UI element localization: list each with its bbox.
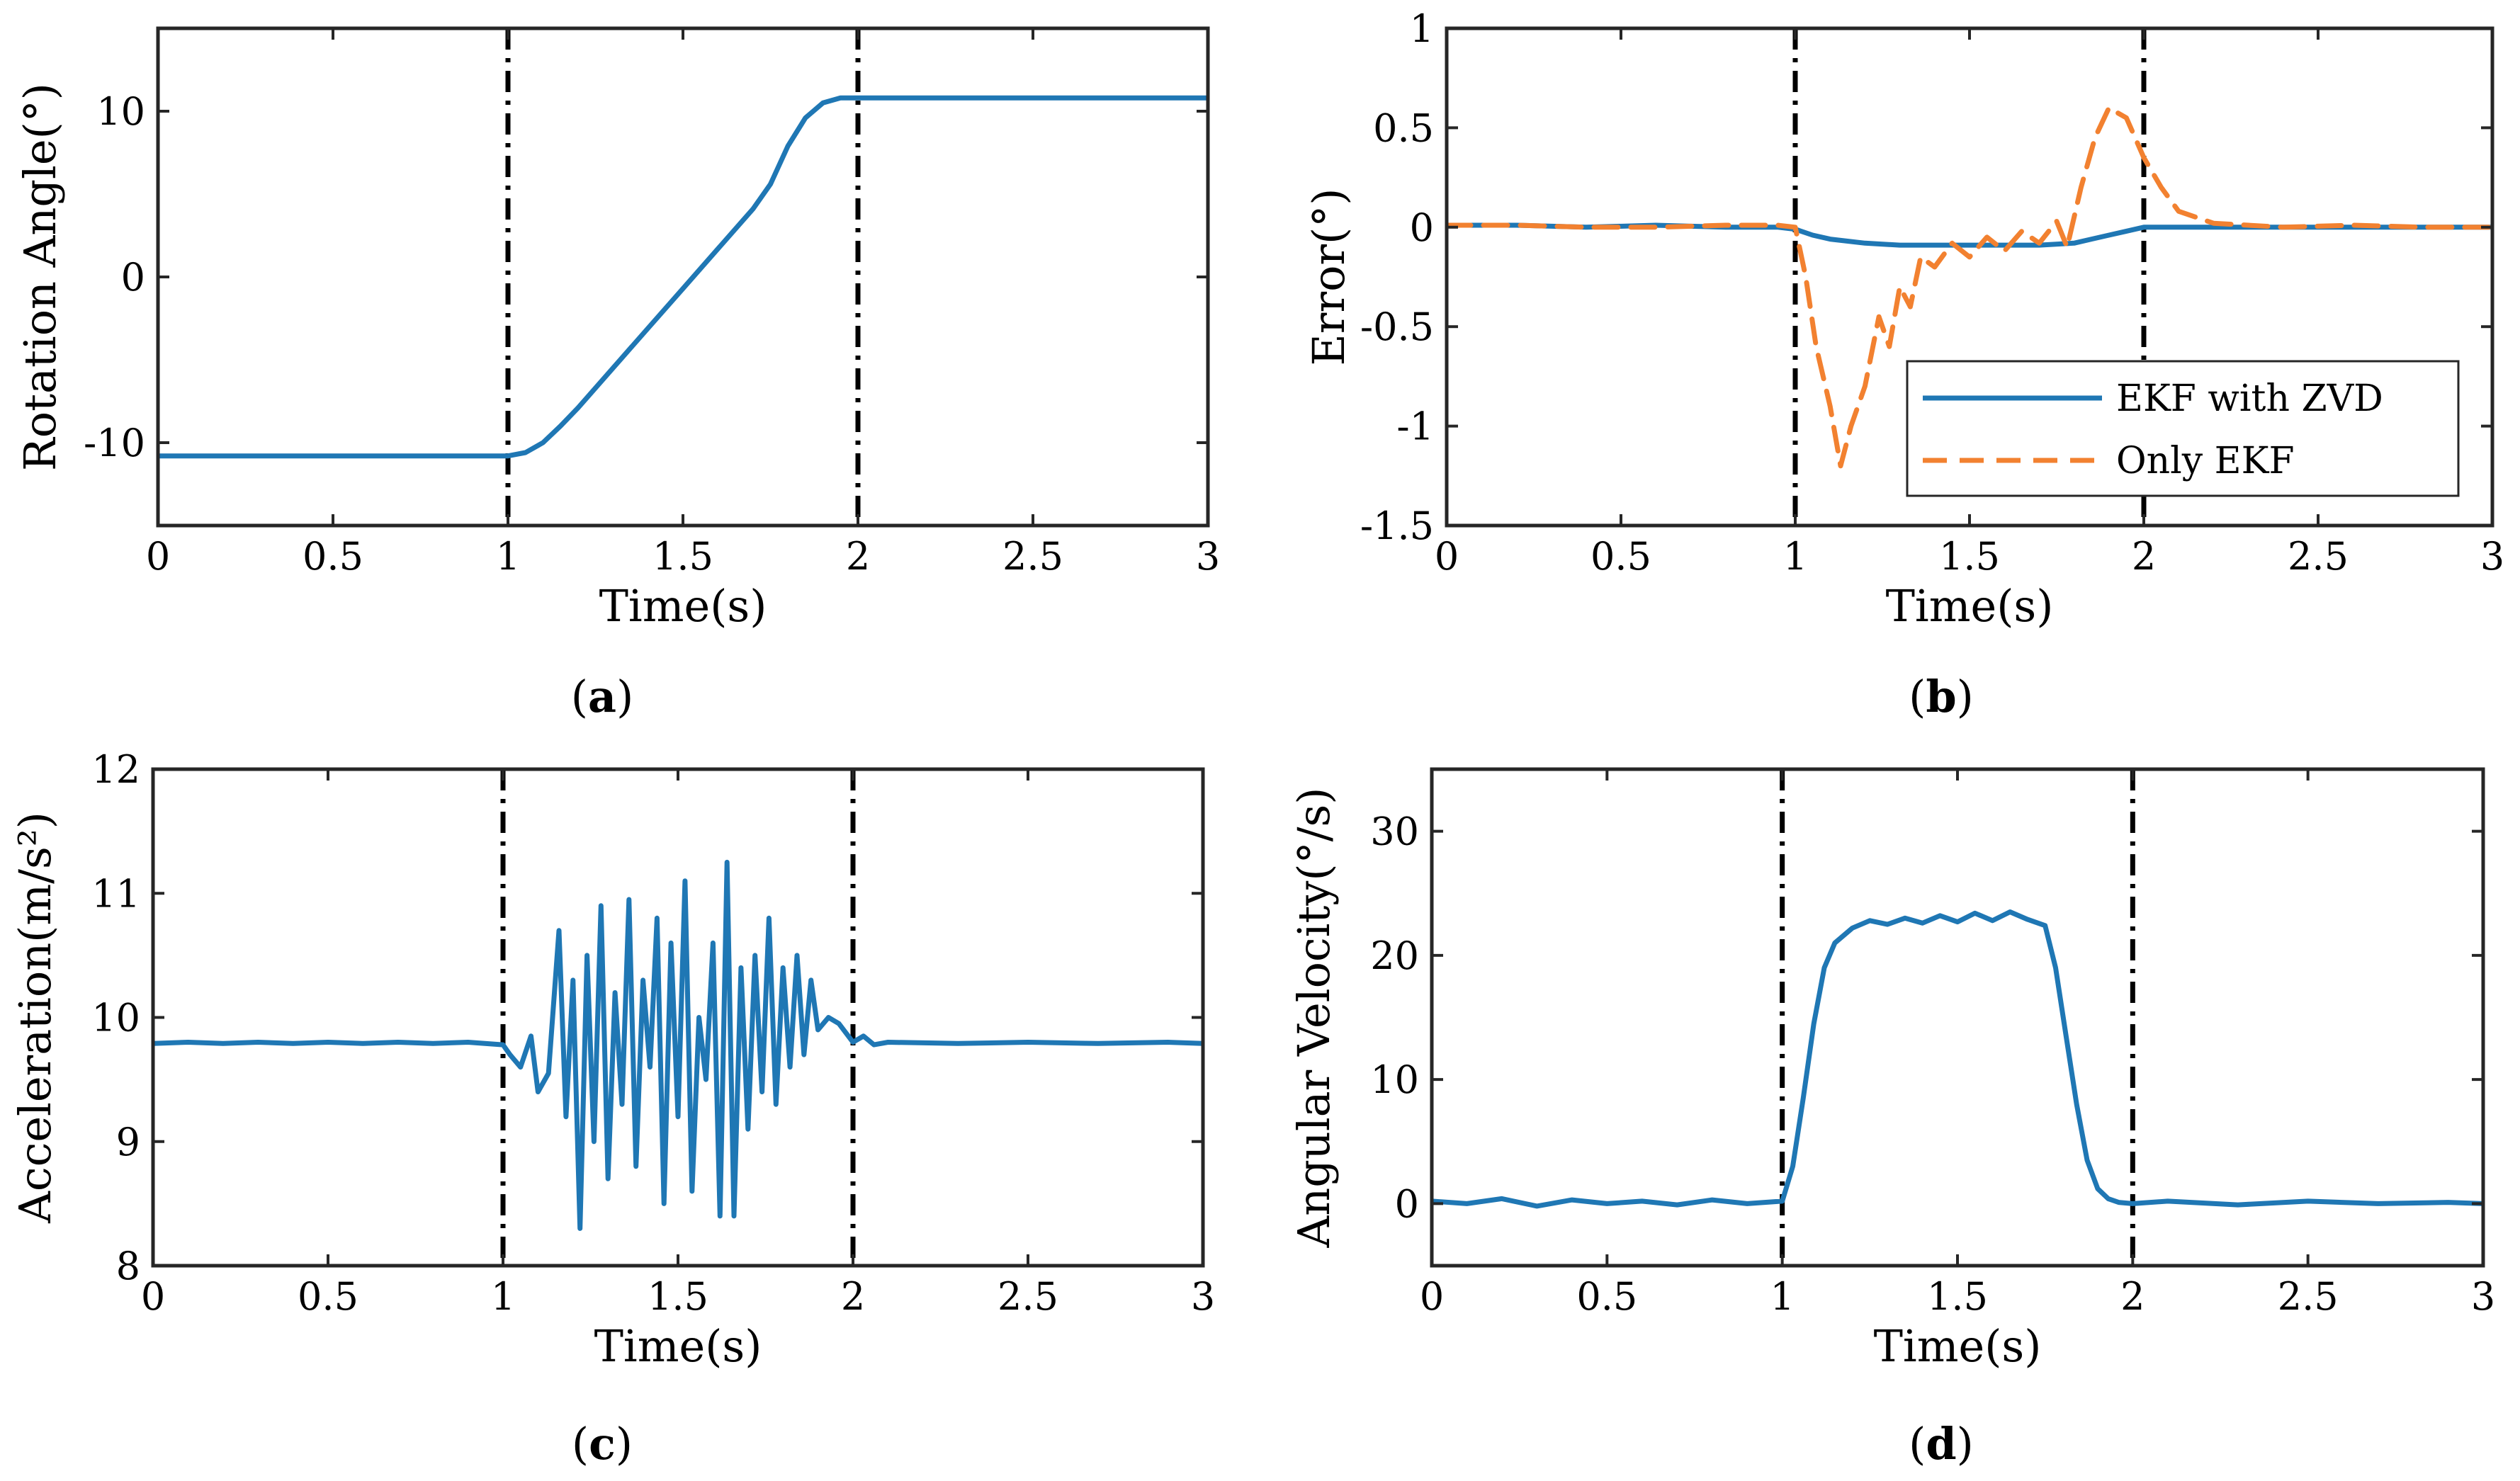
x-tick-label: 1 (1783, 534, 1807, 579)
y-tick-label: 0 (121, 255, 145, 300)
legend-label: EKF with ZVD (2116, 378, 2383, 420)
caption-letter: c (589, 1418, 616, 1470)
y-tick-label: 8 (116, 1244, 140, 1288)
caption-paren-open: ( (1909, 671, 1926, 722)
x-axis-label: Time(s) (594, 1320, 762, 1372)
x-tick-label: 0 (1435, 534, 1459, 579)
y-tick-label: -1.5 (1360, 504, 1434, 548)
x-tick-label: 3 (1196, 534, 1220, 579)
series-line-acceleration (153, 859, 1203, 1231)
legend: EKF with ZVD Only EKF (1906, 360, 2460, 497)
legend-label: Only EKF (2116, 440, 2295, 482)
x-tick-label: 0 (141, 1274, 165, 1319)
series-line-angular-velocity (1432, 909, 2483, 1209)
chart-c: 0 0.5 1 1.5 2 2.5 3 8 9 10 11 12 Time(s) Acceleration… (9, 747, 1215, 1470)
caption-letter: b (1926, 671, 1956, 722)
y-tick-label: 0.5 (1373, 106, 1434, 150)
chart-b: 0 0.5 1 1.5 2 2.5 3 -1.5 -1 -0.5 0 0.5 1 Time(s) Error… (1303, 6, 2504, 722)
y-tick-label: 1 (1410, 6, 1434, 51)
x-tick-label: 0 (146, 534, 170, 579)
panel-caption: (c) (572, 1418, 633, 1470)
x-tick-label: 1 (491, 1274, 515, 1319)
panel-caption: (b) (1909, 671, 1974, 722)
y-tick-label: 30 (1370, 810, 1419, 854)
series-line-only-ekf (1447, 105, 2492, 469)
x-tick-label: 3 (2471, 1274, 2495, 1319)
x-tick-label: 0 (1420, 1274, 1444, 1319)
x-tick-label: 3 (2480, 534, 2504, 579)
x-tick-label: 1 (1770, 1274, 1794, 1319)
y-tick-label: 0 (1395, 1181, 1419, 1226)
x-tick-label: 0.5 (1576, 1274, 1637, 1319)
chart-a: 0 0.5 1 1.5 2 2.5 3 -10 0 10 Time(s) Rotation Angle… (14, 26, 1220, 722)
x-axis-label: Time(s) (1874, 1320, 2042, 1372)
plot-frame (1430, 767, 2485, 1268)
caption-letter: a (588, 671, 616, 722)
x-tick-label: 1.5 (1939, 534, 2000, 579)
caption-paren-close: ) (616, 1418, 633, 1470)
caption-paren-close: ) (616, 671, 633, 722)
y-tick-label: 0 (1410, 205, 1434, 250)
y-tick-label: -1 (1396, 404, 1434, 449)
x-tick-label: 3 (1191, 1274, 1215, 1319)
panel-caption: (a) (571, 671, 634, 722)
x-tick-label: 1.5 (648, 1274, 708, 1319)
y-tick-label: 9 (116, 1120, 140, 1164)
series-line-rotation-angle (158, 95, 1208, 459)
caption-paren-open: ( (1909, 1418, 1926, 1470)
x-tick-label: 1.5 (652, 534, 713, 579)
x-tick-label: 0.5 (1590, 534, 1651, 579)
x-tick-label: 0.5 (298, 1274, 358, 1319)
y-tick-label: -10 (84, 421, 145, 465)
y-tick-label: 12 (91, 747, 140, 792)
series-line-ekf-with-zvd (1447, 222, 2492, 248)
legend-box (1906, 360, 2460, 497)
x-tick-label: 2.5 (1002, 534, 1063, 579)
plot-frame (156, 26, 1210, 528)
x-tick-label: 2.5 (2288, 534, 2349, 579)
caption-paren-open: ( (571, 671, 588, 722)
y-tick-label: 10 (91, 996, 140, 1040)
x-tick-label: 1.5 (1927, 1274, 1988, 1319)
y-axis-label: Angular Velocity(°/s) (1288, 788, 1340, 1249)
caption-paren-open: ( (572, 1418, 589, 1470)
x-tick-label: 2.5 (2278, 1274, 2339, 1319)
y-tick-label: 20 (1370, 934, 1419, 978)
caption-paren-close: ) (1957, 1418, 1974, 1470)
y-tick-label: 11 (91, 871, 140, 916)
x-tick-label: 2 (2132, 534, 2156, 579)
x-axis-label: Time(s) (1886, 580, 2054, 632)
y-tick-label: -0.5 (1360, 305, 1434, 349)
caption-paren-close: ) (1957, 671, 1974, 722)
caption-letter: d (1926, 1418, 1956, 1470)
plot-frame (151, 767, 1205, 1268)
x-tick-label: 0.5 (303, 534, 363, 579)
y-tick-label: 10 (1370, 1057, 1419, 1102)
x-axis-label: Time(s) (599, 580, 767, 632)
y-axis-label: Error(°) (1303, 188, 1355, 366)
x-tick-label: 1 (496, 534, 520, 579)
x-tick-label: 2 (2120, 1274, 2145, 1319)
y-axis-label: Rotation Angle(°) (14, 83, 66, 471)
y-axis-label: Acceleration(m/s²) (9, 812, 61, 1224)
x-tick-label: 2 (846, 534, 870, 579)
x-tick-label: 2.5 (998, 1274, 1058, 1319)
x-tick-label: 2 (841, 1274, 865, 1319)
y-tick-label: 10 (96, 89, 145, 134)
panel-caption: (d) (1909, 1418, 1974, 1470)
